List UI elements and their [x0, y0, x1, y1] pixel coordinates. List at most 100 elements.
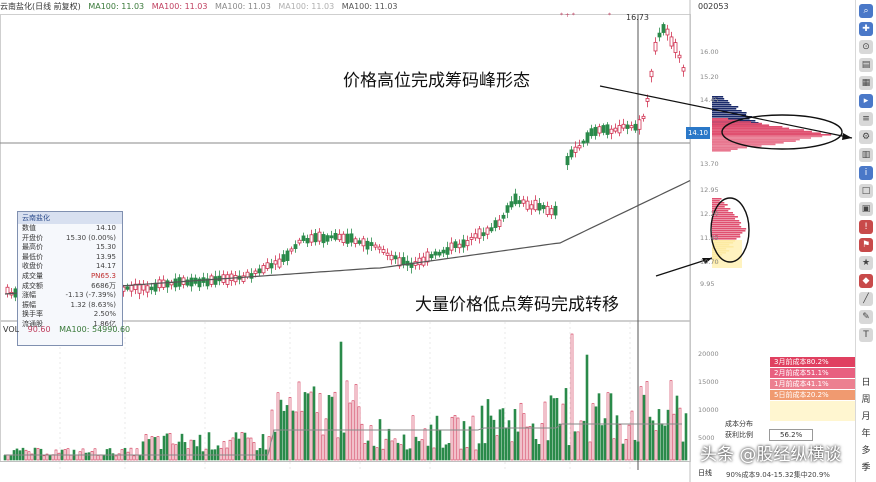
volume-bar [600, 425, 604, 461]
flag-icon[interactable]: ⚑ [859, 238, 873, 252]
candle-body [549, 208, 554, 216]
candle-body [617, 125, 622, 134]
candle-body [197, 278, 202, 288]
volume-bar [111, 453, 115, 461]
mark-icon[interactable]: ◆ [859, 274, 873, 288]
volume-bar [381, 448, 385, 461]
candle-body [269, 263, 274, 269]
volume-bar [150, 436, 154, 461]
chip-bar [712, 214, 735, 216]
zoom-icon[interactable]: ⌕ [859, 4, 873, 18]
period-day[interactable]: 日 [861, 378, 871, 388]
pen-icon[interactable]: ✎ [859, 310, 873, 324]
chip-bar [712, 140, 796, 142]
price-tick: 12.20 [700, 210, 719, 218]
volume-bar [495, 435, 499, 461]
volume-bar [285, 405, 289, 461]
period-week[interactable]: 周 [861, 395, 871, 405]
candle-body [145, 285, 150, 293]
candle-body [249, 273, 254, 279]
text-icon[interactable]: T [859, 328, 873, 342]
volume-bar [144, 434, 148, 461]
star-icon[interactable]: ★ [859, 256, 873, 270]
line-icon[interactable]: ╱ [859, 292, 873, 306]
volume-bar [318, 393, 322, 461]
candle-body [541, 205, 546, 210]
candle-body [437, 251, 442, 256]
volume-bar [282, 410, 286, 461]
period-month[interactable]: 月 [861, 412, 871, 422]
volume-bar [420, 439, 424, 461]
volume-bar [180, 433, 184, 461]
volume-bar [30, 453, 34, 461]
chip-bar [712, 132, 821, 134]
info-icon[interactable]: i [859, 166, 873, 180]
volume-bar [345, 380, 349, 461]
info-row: 数值 14.10 [22, 224, 116, 232]
volume-bar [462, 421, 466, 461]
volume-bar [459, 448, 463, 461]
chip-bar [712, 220, 740, 222]
info-row: 成交量 PN65.3 [22, 271, 116, 280]
chip-bar [712, 137, 812, 139]
period-multi[interactable]: 多 [861, 446, 871, 456]
info-row: 最高价 15.30 [22, 243, 116, 252]
candle-body [321, 234, 326, 244]
chart-icon[interactable]: ▤ [859, 58, 873, 72]
volume-bar [423, 428, 427, 461]
candle-body [457, 243, 462, 249]
volume-bar [231, 437, 235, 461]
period-quarter[interactable]: 季 [861, 463, 871, 473]
volume-bar [216, 445, 220, 461]
alert-icon[interactable]: ! [859, 220, 873, 234]
bottom-arrow [655, 257, 713, 277]
crosshair-icon[interactable]: ✚ [859, 22, 873, 36]
candle-body [213, 276, 218, 285]
price-chart[interactable]: * + * * [0, 0, 855, 482]
volume-bar [516, 431, 520, 461]
quote-info-panel[interactable]: 云南盐化 数值 14.10 开盘价 15.30 (0.00%) 最高价 15.30 最… [17, 211, 123, 346]
candle-body [677, 54, 682, 59]
bar-chart-icon[interactable]: ▥ [859, 148, 873, 162]
volume-bar [402, 434, 406, 461]
box-icon[interactable]: □ [859, 184, 873, 198]
volume-bar [438, 429, 442, 461]
candle-body [137, 283, 142, 294]
candle-body [461, 239, 466, 248]
chip-bar [712, 204, 728, 206]
settings-icon[interactable]: ⚙ [859, 130, 873, 144]
chip-bar [712, 122, 762, 125]
chip-bar [712, 232, 743, 234]
layout-icon[interactable]: ▣ [859, 202, 873, 216]
volume-bar [342, 432, 346, 461]
chip-bar [712, 212, 733, 214]
candle-body [165, 280, 170, 288]
volume-bar [228, 439, 232, 461]
candle-body [149, 286, 154, 291]
volume-bar [669, 380, 673, 461]
pin-icon[interactable]: ⊙ [859, 40, 873, 54]
volume-bar [636, 441, 640, 461]
volume-bar [582, 420, 586, 461]
list-icon[interactable]: ≡ [859, 112, 873, 126]
chip-bar [712, 127, 790, 130]
grid-icon[interactable]: ▦ [859, 76, 873, 90]
volume-bar [660, 423, 664, 461]
candle-body [601, 125, 606, 133]
candle-body [173, 278, 178, 288]
period-label[interactable]: 日线 [698, 469, 712, 477]
candle-body [613, 127, 618, 132]
volume-bar [441, 447, 445, 461]
period-year[interactable]: 年 [861, 429, 871, 439]
volume-bar [576, 431, 580, 461]
candle-body [641, 115, 646, 119]
volume-bar [99, 454, 103, 461]
arrow-icon[interactable]: ▸ [859, 94, 873, 108]
chip-bar [712, 218, 736, 220]
candle-body [333, 232, 338, 240]
chip-bar [712, 206, 725, 208]
chip-legend: 3月前成本80.2% 2月前成本51.1% 1月前成本41.1% 5日前成本20… [770, 357, 856, 421]
candle-body [205, 278, 210, 287]
volume-bar [321, 434, 325, 461]
